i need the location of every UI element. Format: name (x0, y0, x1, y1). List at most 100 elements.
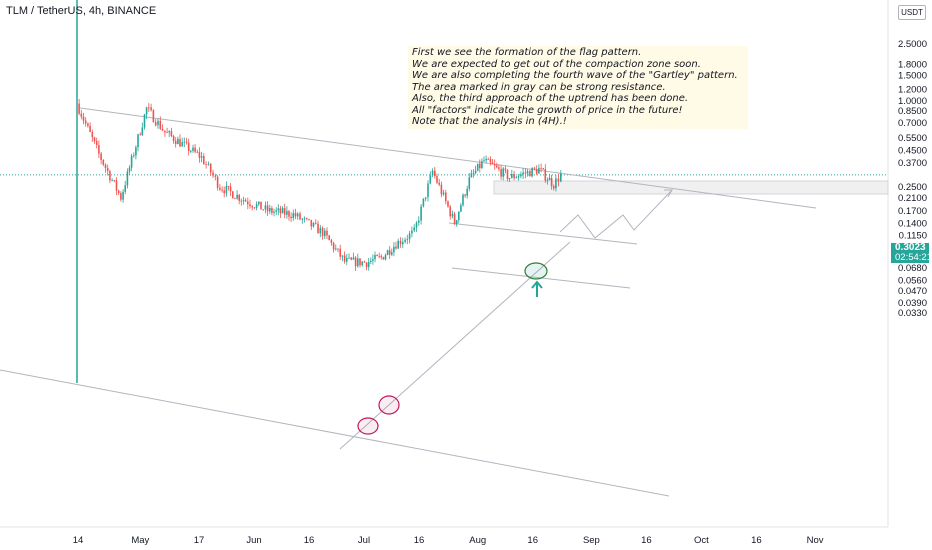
candle-body (157, 120, 159, 126)
candle-body (306, 218, 308, 219)
candle-body (187, 142, 190, 152)
candle-body (91, 132, 94, 138)
note-line: Note that the analysis in (4H).! (412, 116, 567, 127)
candle-body (550, 177, 553, 186)
candle-body (262, 209, 264, 211)
y-tick-label: 0.0680 (898, 263, 927, 274)
candle-body (346, 258, 348, 262)
candle-body (317, 223, 319, 234)
x-tick-label: Nov (807, 535, 824, 546)
candle-body (221, 189, 223, 191)
candle-body (544, 169, 547, 181)
candle-body (168, 131, 170, 133)
candle-body (357, 258, 359, 267)
candle-body (363, 261, 366, 263)
candle-body (227, 186, 230, 187)
candle-body (332, 242, 335, 250)
candle-body (102, 160, 105, 165)
candle-body (190, 151, 192, 152)
candle-body (384, 255, 387, 260)
candle-body (388, 250, 391, 255)
candle-body (555, 178, 557, 189)
candle-body (122, 191, 124, 200)
candle-body (393, 246, 395, 253)
candle-body (286, 211, 288, 215)
candle-body (234, 198, 236, 200)
candle-body (281, 208, 284, 214)
candle-body (277, 208, 280, 211)
candle-body (427, 183, 429, 198)
y-tick-label: 0.2500 (898, 182, 927, 193)
candle-body (100, 153, 102, 160)
currency-button[interactable]: USDT (898, 5, 926, 20)
x-tick-label: Sep (583, 535, 600, 546)
candle-body (294, 213, 297, 217)
x-tick-label: May (131, 535, 149, 546)
candle-body (341, 255, 344, 257)
y-tick-label: 0.7000 (898, 118, 927, 129)
candle-body (397, 240, 399, 249)
candle-body (183, 141, 186, 143)
candle-body (87, 123, 89, 126)
candle-body (498, 167, 500, 170)
candle-body (343, 255, 346, 262)
candle-body (479, 163, 481, 168)
candle-body (247, 201, 249, 205)
candle-body (560, 173, 562, 182)
x-tick-label: 16 (641, 535, 652, 546)
candle-body (483, 160, 485, 162)
candle-body (447, 201, 449, 207)
candle-body (161, 128, 164, 131)
candle-body (330, 240, 333, 243)
y-tick-label: 0.0470 (898, 286, 927, 297)
candle-body (538, 168, 540, 174)
candle-body (420, 206, 422, 221)
y-tick-label: 0.0330 (898, 308, 927, 319)
candle-body (266, 205, 269, 212)
candle-body (290, 216, 292, 219)
candle-body (212, 172, 214, 176)
candle-body (526, 171, 529, 174)
x-tick-label: 17 (194, 535, 205, 546)
note-line: All "factors" indicate the growth of pri… (412, 104, 683, 116)
candle-body (117, 190, 120, 194)
candle-body (225, 186, 228, 194)
y-tick-label: 0.1700 (898, 206, 927, 217)
projection-path (559, 189, 673, 239)
candle-body (455, 220, 458, 225)
candle-body (240, 200, 243, 202)
candle-body (337, 248, 339, 250)
candle-body (382, 257, 385, 260)
candle-body (198, 152, 201, 158)
candle-body (476, 163, 479, 171)
candle-body (126, 171, 129, 186)
candle-body (244, 200, 247, 202)
y-tick-label: 0.8500 (898, 106, 927, 117)
resistance-zone (493, 180, 889, 195)
touch-circle (378, 395, 400, 415)
candle-body (365, 262, 368, 267)
candle-body (354, 257, 357, 267)
candle-body (515, 177, 518, 179)
candle-body (326, 230, 328, 236)
candle-body (205, 164, 207, 165)
candle-body (279, 208, 282, 214)
candle-body (458, 211, 460, 221)
candle-body (124, 185, 126, 192)
candle-body (533, 167, 536, 169)
candle-body (303, 218, 306, 220)
candle-body (113, 180, 116, 181)
y-tick-label: 0.1150 (899, 231, 927, 242)
candle-body (192, 147, 194, 151)
chart-title: TLM / TetherUS, 4h, BINANCE (6, 5, 157, 17)
candle-body (109, 171, 111, 181)
candle-body (542, 168, 544, 170)
candle-body (78, 103, 80, 114)
candle-body (181, 142, 183, 147)
candle-body (376, 255, 378, 256)
candle-body (481, 161, 483, 168)
candle-body (269, 208, 271, 212)
candle-body (159, 120, 162, 129)
